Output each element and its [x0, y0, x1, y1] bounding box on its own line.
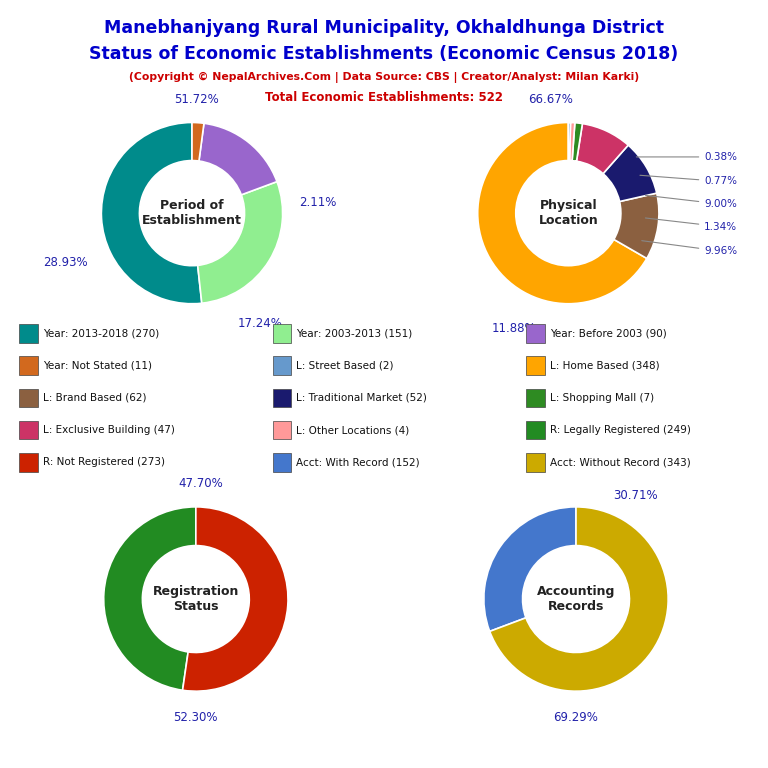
Text: 52.30%: 52.30%: [174, 711, 218, 724]
Wedge shape: [568, 123, 571, 161]
Text: 51.72%: 51.72%: [174, 93, 219, 106]
Text: Year: Not Stated (11): Year: Not Stated (11): [43, 360, 152, 371]
Text: Status of Economic Establishments (Economic Census 2018): Status of Economic Establishments (Econo…: [89, 45, 679, 62]
Wedge shape: [603, 145, 657, 201]
Text: 2.11%: 2.11%: [299, 196, 336, 209]
Wedge shape: [197, 181, 283, 303]
Text: L: Exclusive Building (47): L: Exclusive Building (47): [43, 425, 175, 435]
Text: Period of
Establishment: Period of Establishment: [142, 199, 242, 227]
Wedge shape: [101, 123, 202, 303]
Text: 66.67%: 66.67%: [528, 93, 573, 106]
Text: Year: Before 2003 (90): Year: Before 2003 (90): [550, 328, 667, 339]
Text: 9.96%: 9.96%: [642, 240, 737, 257]
Text: L: Brand Based (62): L: Brand Based (62): [43, 392, 147, 403]
Wedge shape: [478, 123, 647, 304]
Text: 69.29%: 69.29%: [554, 711, 598, 724]
Text: Acct: Without Record (343): Acct: Without Record (343): [550, 457, 690, 468]
Wedge shape: [572, 123, 582, 161]
Text: Acct: With Record (152): Acct: With Record (152): [296, 457, 420, 468]
Wedge shape: [199, 124, 277, 195]
Wedge shape: [614, 193, 659, 259]
Text: Year: 2013-2018 (270): Year: 2013-2018 (270): [43, 328, 159, 339]
Text: 17.24%: 17.24%: [237, 317, 283, 330]
Wedge shape: [570, 123, 575, 161]
Text: 30.71%: 30.71%: [614, 489, 658, 502]
Text: 11.88%: 11.88%: [492, 322, 536, 335]
Text: L: Home Based (348): L: Home Based (348): [550, 360, 660, 371]
Wedge shape: [104, 507, 196, 690]
Text: 0.77%: 0.77%: [640, 175, 737, 187]
Text: L: Street Based (2): L: Street Based (2): [296, 360, 394, 371]
Text: L: Traditional Market (52): L: Traditional Market (52): [296, 392, 427, 403]
Text: Year: 2003-2013 (151): Year: 2003-2013 (151): [296, 328, 412, 339]
Text: Total Economic Establishments: 522: Total Economic Establishments: 522: [265, 91, 503, 104]
Text: Physical
Location: Physical Location: [538, 199, 598, 227]
Text: (Copyright © NepalArchives.Com | Data Source: CBS | Creator/Analyst: Milan Karki: (Copyright © NepalArchives.Com | Data So…: [129, 71, 639, 82]
Text: 0.38%: 0.38%: [637, 152, 737, 162]
Wedge shape: [183, 507, 288, 691]
Text: Registration
Status: Registration Status: [153, 585, 239, 613]
Wedge shape: [192, 123, 204, 161]
Wedge shape: [577, 124, 628, 174]
Text: L: Other Locations (4): L: Other Locations (4): [296, 425, 409, 435]
Wedge shape: [490, 507, 668, 691]
Text: 47.70%: 47.70%: [178, 477, 223, 490]
Text: R: Not Registered (273): R: Not Registered (273): [43, 457, 165, 468]
Text: 28.93%: 28.93%: [43, 257, 88, 270]
Text: Accounting
Records: Accounting Records: [537, 585, 615, 613]
Text: R: Legally Registered (249): R: Legally Registered (249): [550, 425, 690, 435]
Text: 9.00%: 9.00%: [645, 195, 737, 209]
Text: 1.34%: 1.34%: [645, 218, 737, 232]
Text: Manebhanjyang Rural Municipality, Okhaldhunga District: Manebhanjyang Rural Municipality, Okhald…: [104, 19, 664, 37]
Text: L: Shopping Mall (7): L: Shopping Mall (7): [550, 392, 654, 403]
Wedge shape: [484, 507, 576, 631]
